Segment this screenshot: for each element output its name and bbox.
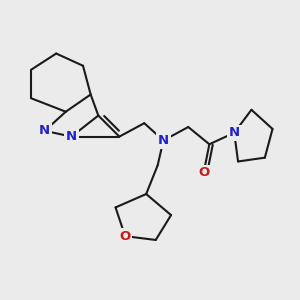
Text: N: N (229, 126, 240, 139)
Text: N: N (66, 130, 77, 143)
Text: N: N (39, 124, 50, 137)
Text: N: N (158, 134, 169, 147)
Text: O: O (198, 167, 209, 179)
Text: O: O (119, 230, 131, 243)
